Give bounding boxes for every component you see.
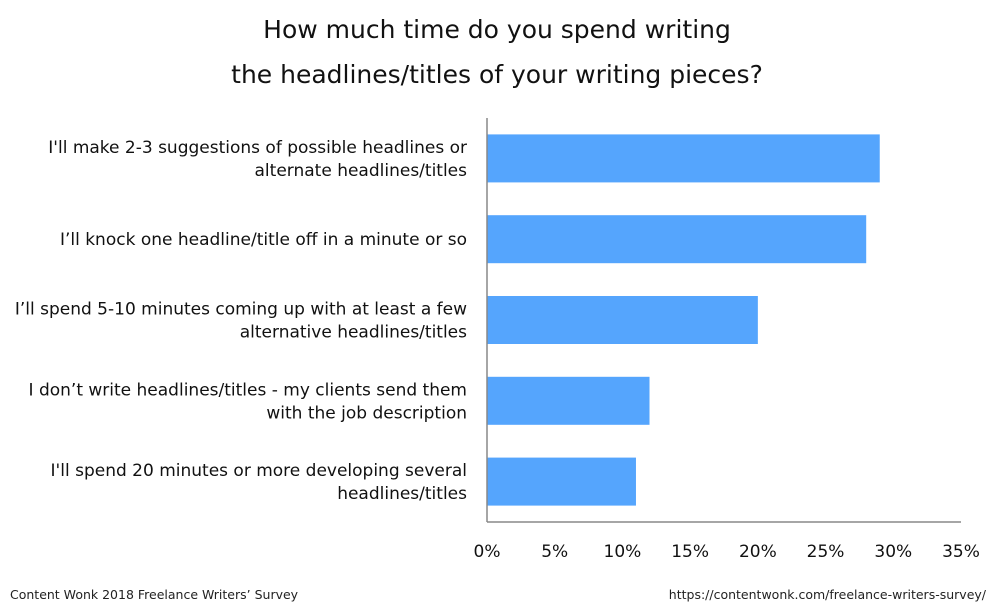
category-label: headlines/titles xyxy=(337,484,467,504)
category-label: I don’t write headlines/titles - my clie… xyxy=(29,380,467,400)
x-tick-label: 25% xyxy=(807,542,845,562)
x-tick-label: 30% xyxy=(874,542,912,562)
category-label: I'll spend 20 minutes or more developing… xyxy=(51,461,467,481)
category-label: alternate headlines/titles xyxy=(255,161,468,181)
x-tick-label: 35% xyxy=(942,542,980,562)
category-label: alternative headlines/titles xyxy=(240,323,467,343)
bar xyxy=(487,215,867,264)
category-label: I’ll spend 5-10 minutes coming up with a… xyxy=(15,300,467,320)
source-footer: Content Wonk 2018 Freelance Writers’ Sur… xyxy=(10,587,299,602)
category-label: I’ll knock one headline/title off in a m… xyxy=(60,230,467,250)
bar xyxy=(487,457,636,506)
x-tick-label: 20% xyxy=(739,542,777,562)
category-label: with the job description xyxy=(266,403,467,423)
bar xyxy=(487,376,650,425)
category-label: I'll make 2-3 suggestions of possible he… xyxy=(48,138,467,158)
chart-title-line: How much time do you spend writing xyxy=(263,15,731,44)
x-tick-label: 15% xyxy=(671,542,709,562)
bar xyxy=(487,296,758,344)
x-tick-label: 5% xyxy=(541,542,568,562)
bar xyxy=(487,134,880,183)
source-url: https://contentwonk.com/freelance-writer… xyxy=(668,587,986,602)
x-tick-label: 0% xyxy=(474,542,501,562)
x-tick-label: 10% xyxy=(604,542,642,562)
chart-title-line: the headlines/titles of your writing pie… xyxy=(231,60,763,89)
